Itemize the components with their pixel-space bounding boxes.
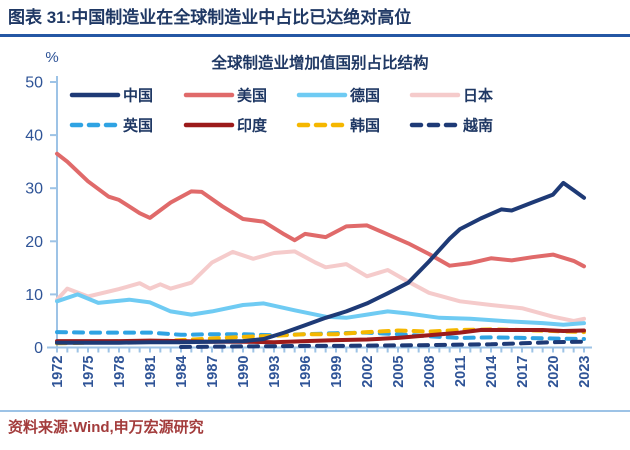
x-tick-label: 1996	[298, 356, 314, 388]
series-line-japan	[55, 249, 586, 323]
y-tick-label: 0	[34, 340, 43, 357]
legend-item-germany: 德国	[296, 87, 380, 105]
chart-title: 全球制造业增加值国别占比结构	[210, 53, 428, 72]
y-axis-unit: %	[45, 49, 58, 66]
legend-label-korea: 韩国	[350, 117, 380, 135]
x-tick-label: 2005	[391, 356, 407, 388]
legend-label-germany: 德国	[350, 87, 380, 105]
x-tick-label: 2023	[577, 356, 593, 388]
legend-item-japan: 日本	[409, 87, 493, 105]
line-chart: 全球制造业增加值国别占比结构% 0 10 20 30 40 50 1972 1975 1978 19…	[25, 49, 593, 388]
legend-item-vietnam: 越南	[409, 117, 493, 135]
source-note: 资料来源:Wind,申万宏源研究	[8, 419, 204, 436]
legend-label-uk: 英国	[123, 117, 153, 135]
x-tick-label: 1984	[174, 356, 190, 388]
x-tick-label: 1972	[50, 356, 66, 388]
figure-caption: 图表 31:中国制造业在全球制造业中占比已达绝对高位	[8, 8, 412, 27]
report-figure: 图表 31:中国制造业在全球制造业中占比已达绝对高位 全球制造业增加值国别占比结…	[0, 8, 630, 436]
x-tick-label: 1987	[205, 356, 221, 388]
x-tick-label: 1993	[267, 356, 283, 388]
x-tick-label: 1990	[236, 356, 252, 388]
y-tick-label: 30	[25, 181, 43, 198]
y-tick-label: 50	[25, 75, 43, 92]
legend-item-usa: 美国	[183, 87, 267, 105]
x-tick-label: 1981	[143, 356, 159, 388]
x-tick-label: 2017	[515, 356, 531, 388]
y-tick-label: 40	[25, 128, 43, 145]
y-tick-label: 20	[25, 234, 43, 251]
legend-item-uk: 英国	[69, 117, 153, 135]
legend-label-india: 印度	[237, 117, 268, 135]
legend-label-usa: 美国	[237, 87, 267, 105]
legend-label-vietnam: 越南	[462, 117, 493, 135]
series-line-germany	[55, 292, 586, 327]
x-tick-label: 2020	[546, 356, 562, 388]
x-tick-label: 2008	[422, 356, 438, 388]
caption-underline	[0, 34, 630, 37]
x-tick-label: 1975	[81, 356, 97, 388]
x-tick-label: 2011	[453, 356, 469, 387]
x-tick-label: 1999	[329, 356, 345, 388]
series-line-vietnam	[179, 339, 586, 349]
footer-divider	[0, 410, 630, 412]
legend-label-japan: 日本	[463, 87, 493, 105]
x-tick-label: 1978	[112, 356, 128, 388]
legend-label-china: 中国	[123, 87, 153, 105]
x-tick-label: 2002	[360, 356, 376, 388]
y-tick-label: 10	[25, 287, 43, 304]
series-line-usa	[55, 151, 586, 269]
legend-item-china: 中国	[69, 87, 153, 105]
series-line-china	[55, 180, 586, 345]
legend-item-korea: 韩国	[296, 117, 380, 135]
legend-item-india: 印度	[183, 117, 268, 135]
x-tick-label: 2014	[484, 356, 500, 388]
